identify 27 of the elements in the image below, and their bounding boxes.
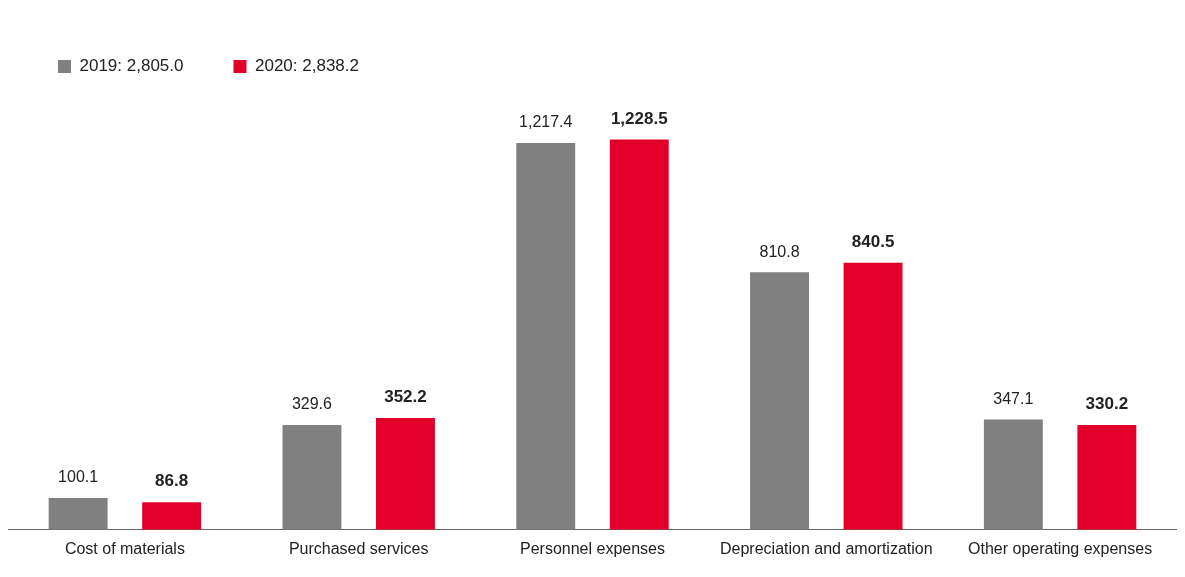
x-tick-label: Depreciation and amortization	[720, 539, 933, 557]
bar	[376, 417, 435, 530]
data-label: 86.8	[155, 471, 189, 491]
x-tick-label: Other operating expenses	[968, 539, 1153, 557]
bar	[48, 498, 108, 530]
data-label: 329.6	[291, 395, 333, 413]
data-label: 810.8	[759, 242, 800, 260]
bar	[750, 272, 809, 530]
bar	[843, 262, 903, 530]
bar	[1077, 424, 1137, 530]
bar	[282, 425, 342, 530]
bar	[142, 502, 202, 530]
data-label: 840.5	[851, 231, 895, 251]
data-label: 100.1	[58, 468, 99, 486]
x-tick-label: Purchased services	[288, 539, 429, 557]
data-label: 1,228.5	[610, 108, 668, 128]
bar	[983, 419, 1043, 530]
legend-label: 2019: 2,805.0	[79, 56, 184, 76]
x-tick-label: Cost of materials	[64, 539, 185, 557]
data-label: 352.2	[384, 387, 427, 407]
bar	[516, 143, 576, 530]
data-label: 347.1	[993, 389, 1034, 407]
x-tick-label: Personnel expenses	[520, 539, 665, 557]
legend-label: 2020: 2,838.2	[254, 56, 359, 76]
data-label: 330.2	[1085, 394, 1129, 414]
data-label: 1,217.4	[519, 113, 573, 131]
bar	[609, 139, 669, 530]
